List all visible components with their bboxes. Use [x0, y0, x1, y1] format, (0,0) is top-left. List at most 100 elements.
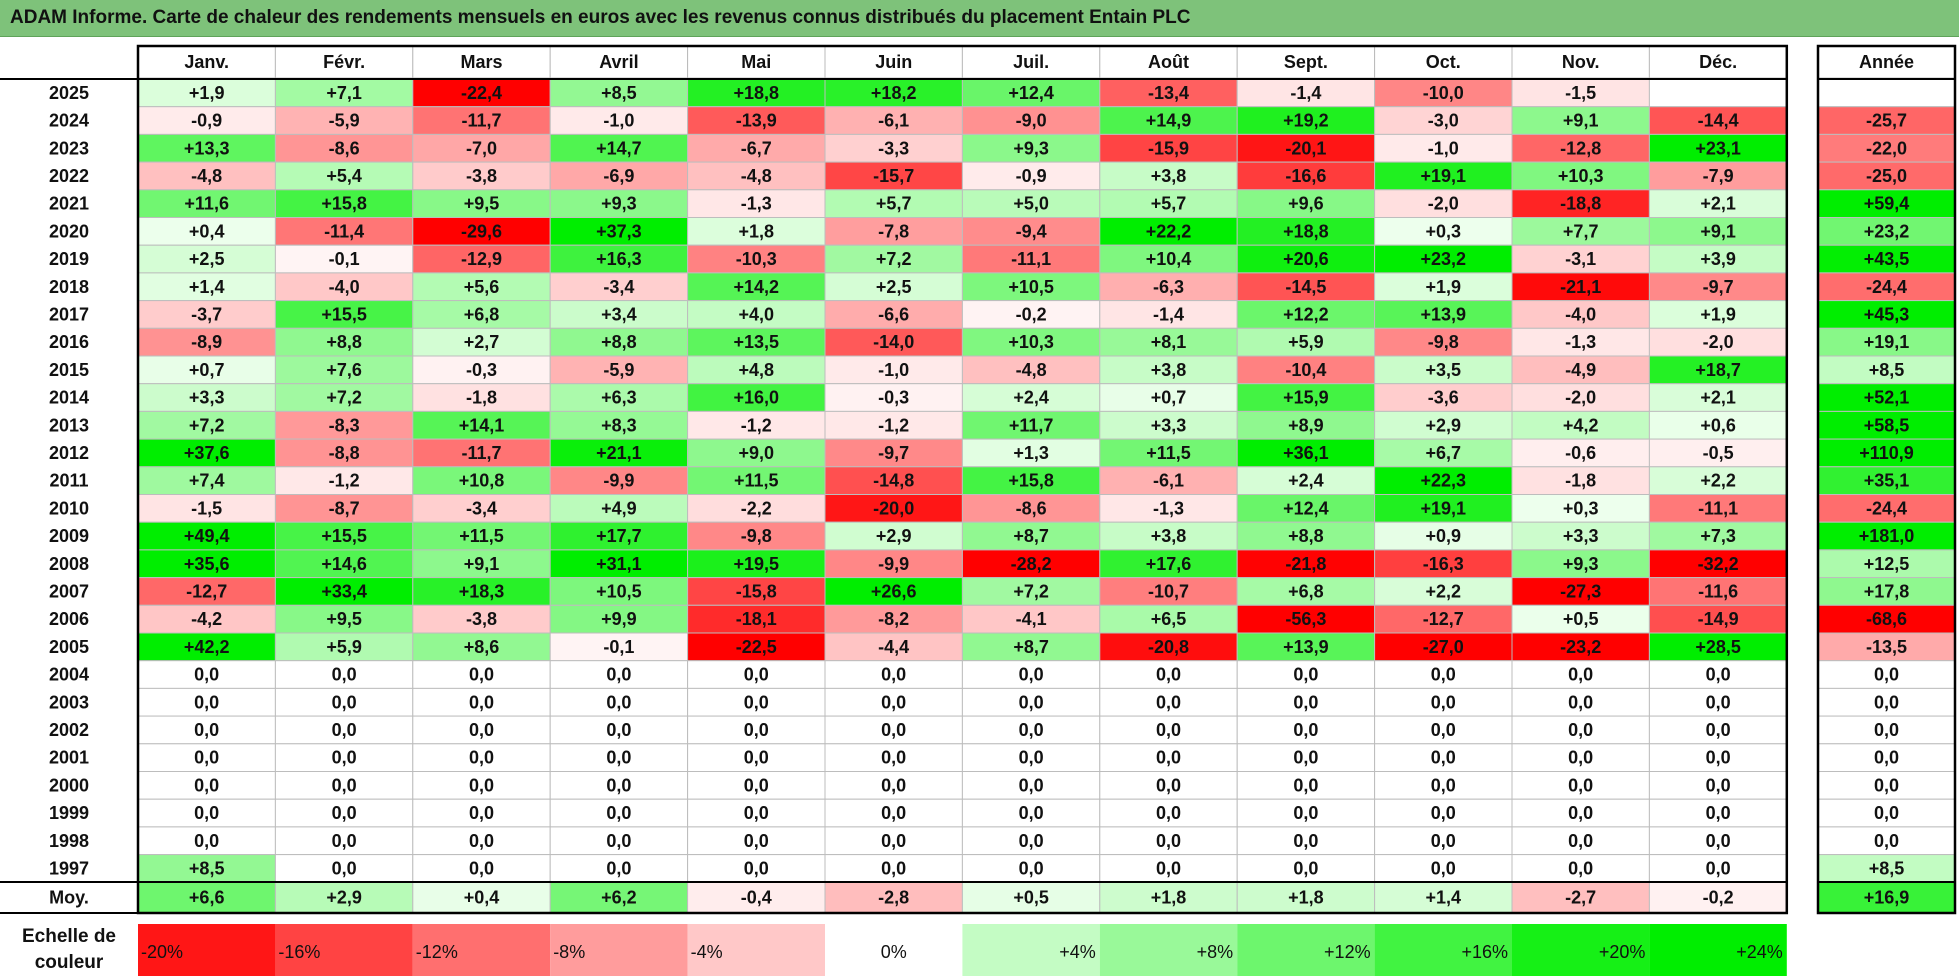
heatmap-cell-value: -9,9	[878, 554, 909, 574]
year-total-value: +12,5	[1864, 554, 1910, 574]
heatmap-cell-value: 0,0	[1293, 775, 1318, 795]
heatmap-cell-value: +16,0	[734, 388, 780, 408]
heatmap-cell-value: -1,3	[741, 194, 772, 214]
heatmap-cell	[1374, 743, 1513, 772]
heatmap-cell-value: +5,7	[1151, 194, 1187, 214]
heatmap-cell-value: -3,4	[603, 277, 634, 297]
heatmap-cell-value: -2,2	[741, 498, 772, 518]
heatmap-cell-value: +5,4	[326, 166, 362, 186]
heatmap-cell-value: -4,8	[191, 166, 222, 186]
heatmap-cell-value: 0,0	[194, 665, 219, 685]
heatmap-cell	[137, 438, 276, 468]
legend-step-label: -4%	[691, 942, 723, 962]
heatmap-cell	[1648, 217, 1788, 246]
row-year-label: 1998	[49, 831, 89, 851]
heatmap-cell-value: -3,8	[466, 609, 497, 629]
heatmap-cell-value: +13,5	[734, 332, 780, 352]
heatmap-cell	[1511, 549, 1650, 579]
heatmap-cell	[1236, 78, 1376, 108]
heatmap-cell	[1648, 854, 1788, 883]
row-year-label: 2010	[49, 498, 89, 518]
heatmap-cell-value: -32,2	[1698, 554, 1739, 574]
row-year-label: 2021	[49, 194, 89, 214]
heatmap-cell	[274, 189, 414, 219]
heatmap-cell	[1374, 355, 1513, 385]
month-header-label: Juil.	[1013, 52, 1049, 72]
legend-swatch	[550, 924, 688, 976]
heatmap-cell	[1648, 355, 1788, 385]
row-year-label: 2000	[49, 775, 89, 795]
legend-swatch	[1512, 924, 1650, 976]
heatmap-cell	[549, 78, 689, 108]
legend-step-label: -8%	[553, 942, 585, 962]
heatmap-cell-value: -11,1	[1011, 249, 1051, 269]
heatmap-cell-value: 0,0	[1431, 858, 1456, 878]
heatmap-cell-value: +26,6	[871, 581, 917, 601]
heatmap-cell	[274, 327, 414, 357]
average-cell	[961, 881, 1101, 914]
heatmap-cell	[274, 854, 414, 883]
heatmap-cell	[824, 632, 963, 662]
heatmap-cell-value: +0,9	[1426, 526, 1462, 546]
year-total-cell	[1817, 410, 1956, 440]
year-total-cell	[1817, 383, 1956, 412]
heatmap-cell-value: 0,0	[606, 665, 631, 685]
heatmap-cell	[137, 577, 276, 606]
heatmap-cell-value: -7,9	[1703, 166, 1734, 186]
heatmap-cell-value: 0,0	[194, 692, 219, 712]
heatmap-cell	[961, 687, 1101, 717]
year-total-cell	[1817, 244, 1956, 274]
heatmap-cell-value: 0,0	[469, 775, 494, 795]
heatmap-cell-value: +5,0	[1013, 194, 1049, 214]
heatmap-cell-value: +8,3	[601, 415, 637, 435]
heatmap-cell-value: 0,0	[1293, 665, 1318, 685]
heatmap-cell-value: -12,7	[186, 581, 227, 601]
year-total-value: -24,4	[1866, 498, 1907, 518]
heatmap-cell-value: 0,0	[1706, 831, 1731, 851]
average-cell	[1648, 881, 1788, 914]
heatmap-cell-value: -9,4	[1016, 221, 1047, 241]
heatmap-cell-value: +3,9	[1700, 249, 1736, 269]
heatmap-cell	[1099, 78, 1238, 108]
year-total-value: +19,1	[1864, 332, 1910, 352]
heatmap-cell-value: -8,2	[878, 609, 909, 629]
heatmap-cell	[1374, 715, 1513, 745]
heatmap-cell-value: -14,4	[1698, 111, 1739, 131]
heatmap-cell	[549, 189, 689, 219]
heatmap-cell-value: 0,0	[1706, 803, 1731, 823]
heatmap-cell-value: +14,1	[459, 415, 505, 435]
heatmap-cell	[824, 577, 963, 606]
heatmap-cell	[274, 604, 414, 634]
heatmap-cell-value: 0,0	[744, 775, 769, 795]
average-cell-value: +2,9	[326, 888, 362, 908]
average-cell-value: +1,8	[1288, 888, 1324, 908]
heatmap-cell	[1236, 327, 1376, 357]
heatmap-cell-value: +23,2	[1421, 249, 1467, 269]
heatmap-cell-value: 0,0	[1293, 720, 1318, 740]
heatmap-cell-value: 0,0	[1706, 692, 1731, 712]
legend-swatch	[825, 924, 963, 976]
heatmap-cell	[824, 494, 963, 523]
heatmap-cell-value: +3,3	[1563, 526, 1599, 546]
heatmap-cell-value: 0,0	[1568, 665, 1593, 685]
heatmap-cell	[1099, 272, 1238, 302]
heatmap-cell-value: -6,9	[603, 166, 634, 186]
heatmap-cell-value: +15,5	[321, 304, 367, 324]
heatmap-cell	[137, 604, 276, 634]
heatmap-cell-value: +23,1	[1695, 138, 1741, 158]
heatmap-cell-value: 0,0	[1706, 748, 1731, 768]
heatmap-cell-value: 0,0	[194, 803, 219, 823]
heatmap-cell-value: 0,0	[744, 831, 769, 851]
heatmap-cell	[137, 715, 276, 745]
heatmap-cell-value: +10,5	[1008, 277, 1054, 297]
heatmap-cell-value: 0,0	[744, 748, 769, 768]
heatmap-cell	[824, 549, 963, 579]
heatmap-cell-value: 0,0	[1431, 720, 1456, 740]
heatmap-cell-value: -3,6	[1428, 388, 1459, 408]
heatmap-cell	[1236, 577, 1376, 606]
heatmap-cell-value: +13,9	[1421, 304, 1467, 324]
heatmap-cell	[687, 106, 826, 135]
year-total-value: 0,0	[1874, 665, 1899, 685]
average-cell-value: -2,7	[1565, 888, 1596, 908]
heatmap-cell-value: -15,8	[736, 581, 777, 601]
